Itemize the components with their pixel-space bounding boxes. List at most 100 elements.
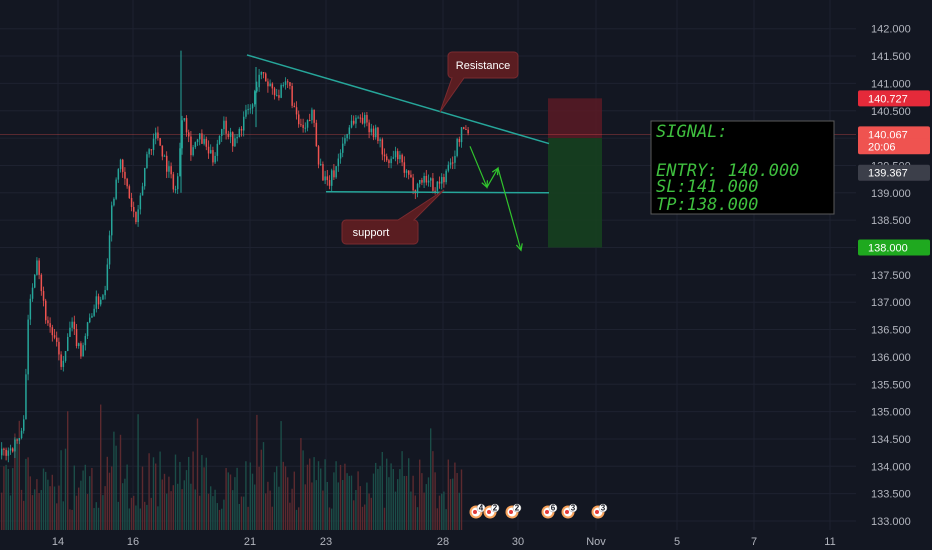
volume-bar xyxy=(350,475,353,530)
signal-entry: ENTRY: 140.000 xyxy=(656,161,799,181)
volume-bar xyxy=(78,487,80,530)
volume-bar xyxy=(397,479,399,530)
candle-body xyxy=(306,119,309,128)
volume-bar xyxy=(225,468,227,530)
x-tick-label: 5 xyxy=(674,536,680,548)
volume-bar xyxy=(278,486,280,530)
volume-bar xyxy=(410,491,412,530)
volume-bar xyxy=(205,457,207,530)
candle-body xyxy=(412,177,414,191)
volume-bar xyxy=(97,507,100,530)
volume-bar xyxy=(119,434,122,530)
candle-body xyxy=(201,133,203,144)
volume-bar xyxy=(130,497,133,530)
event-count-badge xyxy=(512,503,522,513)
volume-bar xyxy=(287,477,289,530)
volume-bar xyxy=(104,486,106,530)
price-label-box xyxy=(858,138,930,155)
price-label: 20:06 xyxy=(868,141,896,153)
candle-body xyxy=(403,162,406,173)
candle-body xyxy=(311,109,313,121)
candle-body xyxy=(95,296,98,309)
volume-bar xyxy=(212,496,214,530)
candle-body xyxy=(262,72,265,74)
volume-bar xyxy=(20,489,23,530)
candle-body xyxy=(256,87,258,92)
candle-body xyxy=(106,264,109,290)
volume-bar xyxy=(267,481,269,530)
candle-body xyxy=(410,174,412,178)
volume-bar xyxy=(218,509,221,530)
candle-body xyxy=(335,166,337,178)
volume-bar xyxy=(317,461,320,530)
volume-bar xyxy=(412,475,414,530)
volume-bar xyxy=(183,480,185,530)
candle-body xyxy=(421,180,423,183)
volume-bar xyxy=(390,463,392,530)
volume-bar xyxy=(89,476,91,530)
candle-body xyxy=(295,107,298,115)
candle-body xyxy=(339,152,342,159)
volume-bar xyxy=(379,465,381,530)
candle-body xyxy=(405,170,408,173)
candle-body xyxy=(221,129,223,136)
volume-bar xyxy=(243,496,245,530)
candle-body xyxy=(271,83,274,89)
candle-body xyxy=(434,190,436,192)
volume-bar xyxy=(302,450,304,530)
candle-body xyxy=(102,295,104,300)
candle-body xyxy=(386,156,388,161)
volume-bar xyxy=(34,489,36,530)
volume-bar xyxy=(445,509,447,530)
volume-bar xyxy=(139,508,141,530)
volume-bar xyxy=(62,501,64,530)
candle-body xyxy=(438,181,441,184)
volume-bar xyxy=(29,476,31,530)
price-label-box xyxy=(858,90,930,107)
candle-body xyxy=(324,176,326,181)
candle-body xyxy=(397,151,399,160)
candle-body xyxy=(49,323,51,328)
candle-body xyxy=(58,341,60,355)
volume-bar xyxy=(163,473,166,530)
projection-path xyxy=(469,146,522,251)
candle-body xyxy=(430,178,432,181)
candle-body xyxy=(302,124,304,128)
y-tick-label: 136.500 xyxy=(871,325,911,337)
x-axis: 14 16 21 23 28 30 Nov 5 7 11 xyxy=(0,530,932,550)
candle-body xyxy=(223,120,225,130)
resistance-label: Resistance xyxy=(456,60,510,72)
candle-body xyxy=(119,159,122,170)
candle-body xyxy=(141,186,144,196)
volume-bars xyxy=(1,404,463,530)
candle-body xyxy=(25,374,27,420)
volume-bar xyxy=(372,473,375,530)
volume-bar xyxy=(346,473,348,530)
volume-bar xyxy=(304,484,306,530)
candle-body xyxy=(449,162,452,165)
candle-body xyxy=(377,127,379,141)
candle-body xyxy=(38,260,40,275)
volume-bar xyxy=(3,466,5,530)
volume-bar xyxy=(172,485,174,530)
volume-bar xyxy=(93,508,95,530)
candle-body xyxy=(60,354,62,367)
candle-body xyxy=(392,157,395,159)
volume-bar xyxy=(408,458,410,530)
volume-bar xyxy=(425,484,427,530)
candle-body xyxy=(280,85,282,98)
volume-bar xyxy=(194,489,196,530)
candle-body xyxy=(278,95,280,98)
candle-body xyxy=(89,317,91,323)
candle-body xyxy=(159,138,161,146)
volume-bar xyxy=(328,507,331,530)
candle-body xyxy=(447,164,450,171)
volume-bar xyxy=(199,495,201,530)
volume-bar xyxy=(344,463,346,530)
candle-body xyxy=(67,336,69,351)
volume-bar xyxy=(271,506,273,530)
candle-body xyxy=(445,170,447,183)
volume-bar xyxy=(86,494,89,530)
volume-bar xyxy=(401,451,403,530)
